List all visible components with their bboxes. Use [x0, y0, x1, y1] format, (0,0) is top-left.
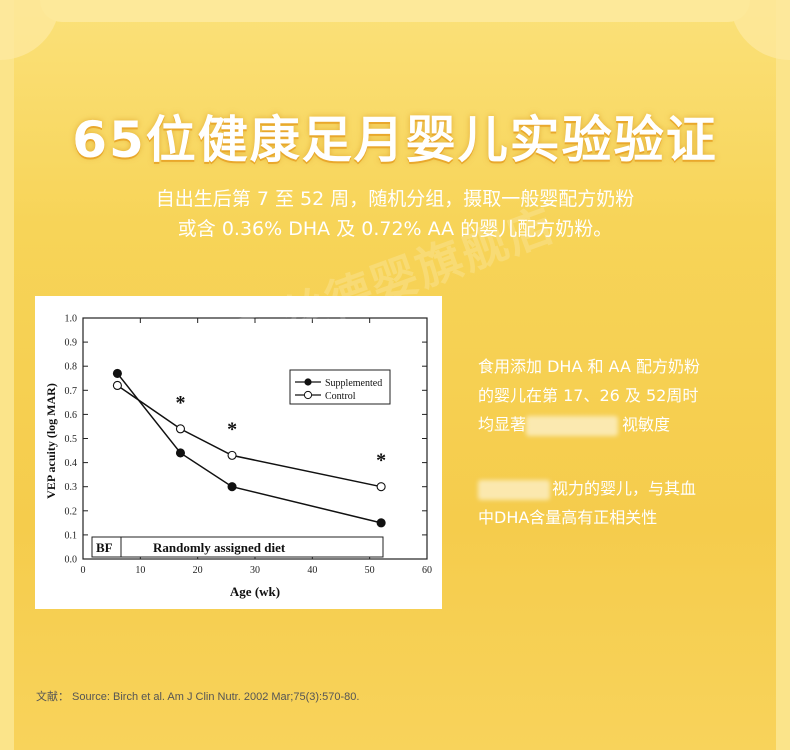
series-line-supplemented	[116, 372, 382, 524]
y-tick-label: 0.1	[65, 530, 78, 541]
finding-2-line-1-suffix: 视力的婴儿，与其血	[552, 479, 697, 498]
data-point-control	[175, 424, 186, 434]
x-tick-label: 20	[193, 565, 203, 576]
legend-label-control: Control	[325, 391, 356, 402]
y-tick-label: 0.5	[65, 434, 78, 445]
significance-marks: * * *	[175, 392, 386, 472]
vep-acuity-chart: 0.0 0.1 0.2 0.3 0.4 0.5 0.6 0.7 0.8 0.9 1.0 0 10 20 3…	[44, 314, 432, 600]
y-tick-label: 1.0	[65, 314, 78, 325]
finding-paragraph-1: 食用添加 DHA 和 AA 配方奶粉 的婴儿在第 17、26 及 52周时 均显…	[478, 352, 758, 439]
finding-1-line-1: 食用添加 DHA 和 AA 配方奶粉	[478, 357, 700, 376]
x-tick-label: 10	[135, 565, 145, 576]
phase-bar	[91, 536, 384, 558]
x-tick-label: 40	[307, 565, 317, 576]
chart-panel: 0.0 0.1 0.2 0.3 0.4 0.5 0.6 0.7 0.8 0.9 1.0 0 10 20 3…	[35, 296, 442, 609]
x-tick-label: 50	[365, 565, 375, 576]
significance-asterisk: *	[376, 450, 386, 472]
phase-label-diet: Randomly assigned diet	[153, 540, 286, 555]
frame-left	[0, 0, 14, 750]
y-tick-label: 0.6	[65, 410, 78, 421]
significance-asterisk: *	[227, 418, 237, 440]
significance-asterisk: *	[175, 392, 185, 414]
finding-1-line-2: 的婴儿在第 17、26 及 52周时	[478, 386, 699, 405]
finding-2-line-1: 视力的婴儿，与其血	[478, 474, 758, 503]
finding-1-line-3-suffix: 视敏度	[622, 415, 671, 434]
y-tick-label: 0.4	[65, 458, 78, 469]
data-point-supplemented	[376, 518, 386, 528]
subtitle-line-2: 或含 0.36% DHA 及 0.72% AA 的婴儿配方奶粉。	[177, 218, 613, 240]
y-tick-label: 0.0	[65, 555, 78, 566]
legend-marker-supplemented	[304, 378, 312, 386]
data-point-supplemented	[227, 482, 237, 492]
blurred-text-block	[526, 415, 619, 436]
y-tick-label: 0.3	[65, 482, 78, 493]
reference-citation: 文献： Source: Birch et al. Am J Clin Nutr.…	[36, 691, 360, 703]
x-tick-label: 30	[250, 565, 260, 576]
legend-label-supplemented: Supplemented	[325, 378, 382, 389]
finding-2-line-2: 中DHA含量高有正相关性	[478, 508, 658, 527]
series-line-control	[116, 384, 382, 488]
data-point-control	[227, 450, 237, 460]
data-point-supplemented	[175, 448, 186, 458]
finding-paragraph-2: 视力的婴儿，与其血 中DHA含量高有正相关性	[478, 474, 758, 532]
frame-right	[776, 0, 790, 750]
y-tick-label: 0.8	[65, 362, 78, 373]
finding-1-line-3-prefix: 均显著	[478, 415, 527, 434]
y-axis-ticks: 0.0 0.1 0.2 0.3 0.4 0.5 0.6 0.7 0.8 0.9 1.0	[65, 314, 427, 566]
x-tick-label: 0	[81, 565, 86, 576]
legend-marker-control	[303, 390, 313, 400]
series-points	[112, 368, 386, 528]
data-point-control	[112, 380, 122, 391]
x-axis-label: Age (wk)	[230, 584, 280, 599]
page-title: 65位健康足月婴儿实验验证	[72, 111, 718, 169]
subtitle-line-1: 自出生后第 7 至 52 周，随机分组，摄取一般婴配方奶粉	[155, 188, 635, 210]
data-point-control	[376, 482, 386, 492]
blurred-text-block	[478, 479, 550, 500]
top-banner-strip	[40, 0, 750, 22]
x-tick-label: 60	[422, 565, 432, 576]
y-axis-label: VEP acuity (log MAR)	[44, 383, 58, 499]
y-tick-label: 0.2	[65, 506, 78, 517]
legend: Supplemented Control	[289, 369, 391, 405]
finding-1-line-3: 均显著 视敏度	[478, 410, 758, 439]
series-lines	[116, 372, 382, 524]
y-tick-label: 0.9	[65, 338, 78, 349]
phase-label-bf: BF	[96, 540, 113, 555]
y-tick-label: 0.7	[65, 386, 78, 397]
data-point-supplemented	[112, 368, 122, 378]
